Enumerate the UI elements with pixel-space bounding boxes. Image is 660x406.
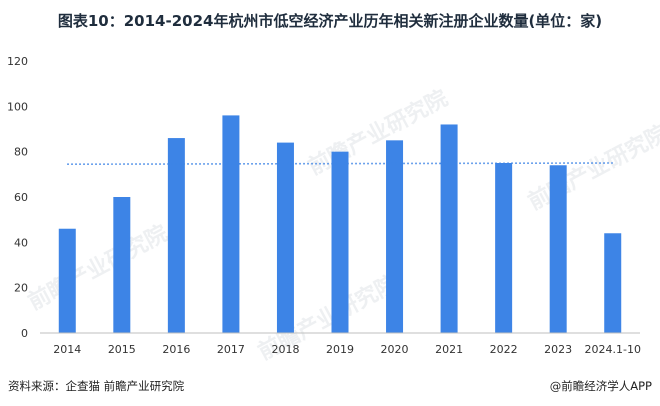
x-tick-label: 2017 <box>217 343 245 356</box>
bar <box>276 142 294 333</box>
x-tick-label: 2019 <box>326 343 354 356</box>
x-tick-label: 2015 <box>108 343 136 356</box>
chart-title: 图表10：2014-2024年杭州市低空经济产业历年相关新注册企业数量(单位：家… <box>57 12 603 30</box>
y-tick-label: 80 <box>14 146 28 159</box>
y-tick-label: 60 <box>14 191 28 204</box>
y-tick-label: 40 <box>14 236 28 249</box>
y-tick-label: 20 <box>14 282 28 295</box>
y-tick-label: 120 <box>7 55 28 68</box>
bar <box>549 165 567 333</box>
x-tick-label: 2014 <box>53 343 81 356</box>
bar <box>58 228 76 333</box>
bar <box>604 233 622 333</box>
x-tick-label: 2020 <box>381 343 409 356</box>
bar <box>222 115 240 334</box>
bar <box>331 151 349 333</box>
bar <box>495 163 513 333</box>
bar <box>167 138 185 333</box>
bar <box>386 140 404 333</box>
brand-note: @前瞻经济学人APP <box>549 379 652 393</box>
x-tick-label: 2021 <box>435 343 463 356</box>
x-tick-label: 2022 <box>490 343 518 356</box>
x-tick-label: 2018 <box>271 343 299 356</box>
y-tick-label: 100 <box>7 100 28 113</box>
y-tick-label: 0 <box>21 327 28 340</box>
source-note: 资料来源：企查猫 前瞻产业研究院 <box>8 379 185 393</box>
x-tick-label: 2024.1-10 <box>584 343 640 356</box>
trendline <box>67 162 613 166</box>
bar <box>440 124 458 333</box>
bar <box>113 197 131 333</box>
x-tick-label: 2016 <box>162 343 190 356</box>
x-tick-label: 2023 <box>544 343 572 356</box>
